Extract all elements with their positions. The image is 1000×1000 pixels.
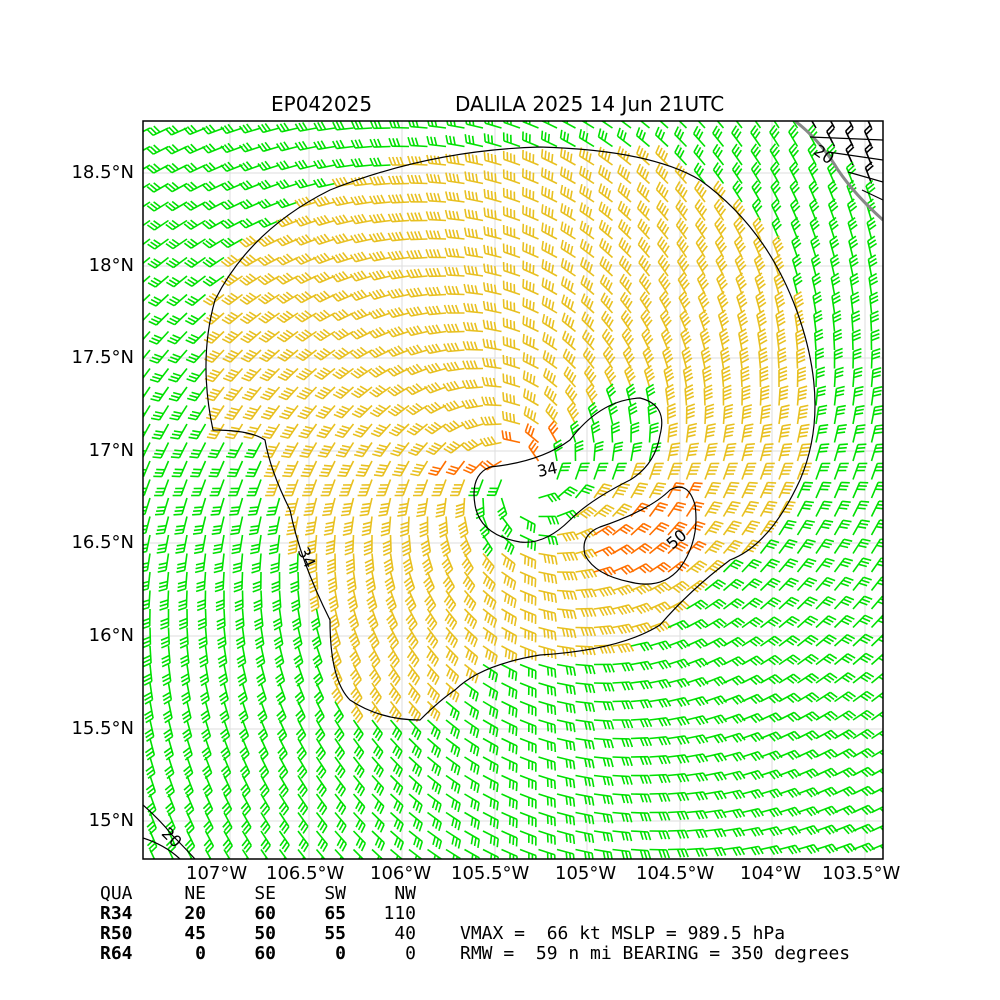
- lon-label: 103.5°W: [822, 863, 901, 884]
- table-row-label: R50: [100, 923, 133, 944]
- table-cell: 110: [383, 903, 416, 924]
- table-cell: 40: [394, 923, 416, 944]
- lon-label: 105°W: [555, 863, 617, 884]
- table-cell: 55: [324, 923, 346, 944]
- table-cell: 45: [184, 923, 206, 944]
- lat-label: 17.5°N: [71, 347, 134, 368]
- lat-label: 16.5°N: [71, 532, 134, 553]
- lon-label: 106.5°W: [266, 863, 345, 884]
- contour-20-ne: [809, 136, 883, 201]
- lat-label: 16°N: [88, 625, 134, 646]
- table-header-qua: QUA: [100, 883, 133, 904]
- table-cell: 20: [184, 903, 206, 924]
- contour-20-sw: [143, 804, 196, 859]
- wind-barbs: [143, 121, 883, 859]
- table-row-label: R64: [100, 943, 133, 964]
- table-header-ne: NE: [184, 883, 206, 904]
- table-cell: 0: [195, 943, 206, 964]
- table-header-nw: NW: [394, 883, 416, 904]
- table-cell: 60: [254, 903, 276, 924]
- coastline: [794, 121, 883, 222]
- contour-34-inner: [473, 397, 663, 543]
- table-cell: 0: [335, 943, 346, 964]
- lon-label: 106°W: [370, 863, 432, 884]
- table-cell: 50: [254, 923, 276, 944]
- lon-label: 105.5°W: [451, 863, 530, 884]
- table-header-sw: SW: [324, 883, 346, 904]
- title-storm-id: EP042025: [271, 92, 373, 116]
- lon-label: 104°W: [740, 863, 802, 884]
- table-cell: 65: [324, 903, 346, 924]
- lat-label: 15°N: [88, 810, 134, 831]
- contour-34-outer: [205, 146, 816, 721]
- contours: [143, 136, 883, 859]
- lon-label: 104.5°W: [636, 863, 715, 884]
- title-storm-name-time: DALILA 2025 14 Jun 21UTC: [455, 92, 725, 116]
- table-cell: 60: [254, 943, 276, 964]
- table-cell: 0: [405, 943, 416, 964]
- lon-label: 107°W: [186, 863, 248, 884]
- summary-vmax-mslp: VMAX = 66 kt MSLP = 989.5 hPa: [460, 923, 786, 944]
- table-row-label: R34: [100, 903, 133, 924]
- contour-label-34-inner: 34: [535, 458, 559, 481]
- map-frame: [142, 120, 884, 860]
- lat-label: 18°N: [88, 255, 134, 276]
- table-header-se: SE: [254, 883, 276, 904]
- lat-label: 15.5°N: [71, 718, 134, 739]
- summary-rmw-bearing: RMW = 59 n mi BEARING = 350 degrees: [460, 943, 851, 964]
- lat-label: 17°N: [88, 440, 134, 461]
- contour-50: [583, 486, 697, 585]
- lat-label: 18.5°N: [71, 162, 134, 183]
